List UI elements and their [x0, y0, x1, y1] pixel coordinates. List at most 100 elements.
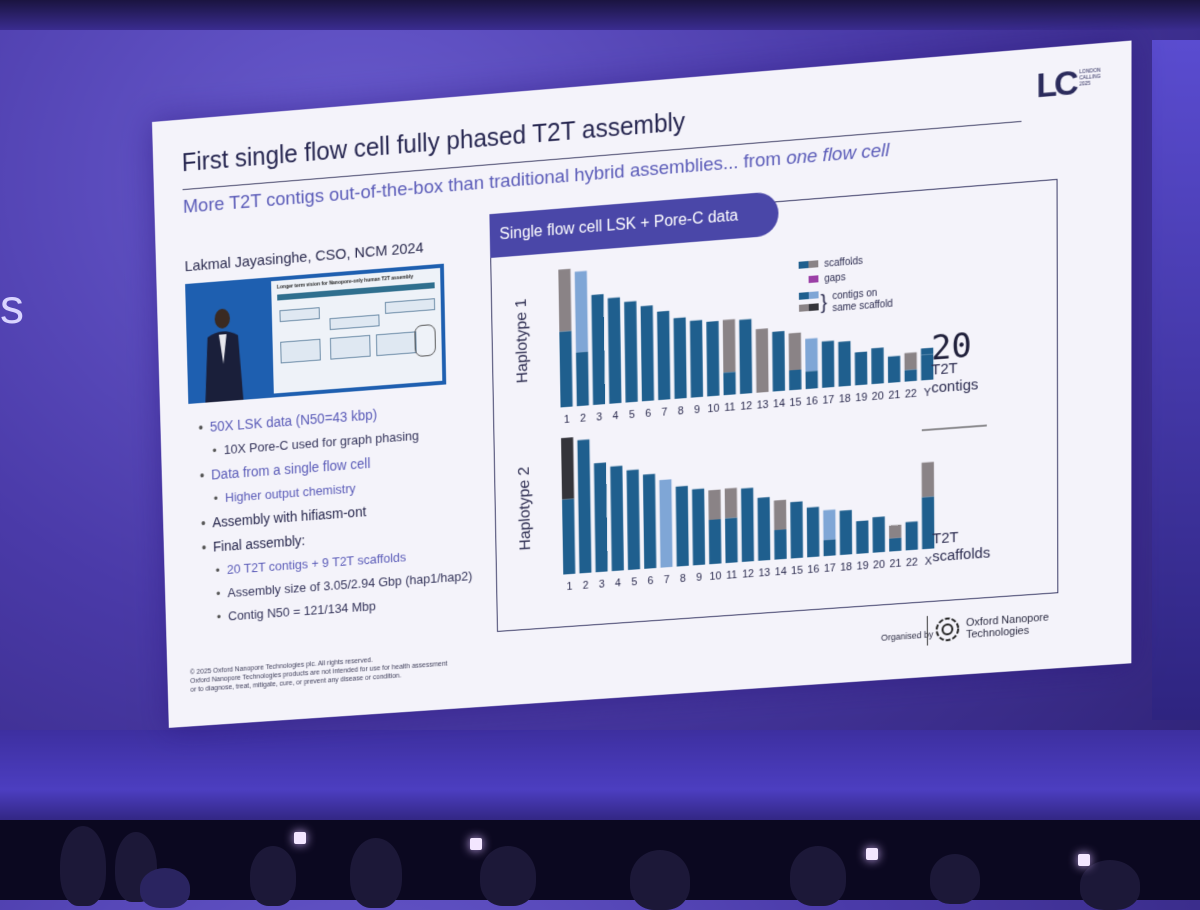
- x-tick-label: 17: [824, 562, 836, 575]
- london-calling-logo-text: LONDON CALLING 2025: [1079, 67, 1109, 88]
- legend-swatch: [809, 275, 819, 283]
- bar: [610, 466, 624, 571]
- bar: [871, 347, 884, 384]
- bar: [659, 479, 672, 567]
- bar-segment-upper: [805, 338, 818, 372]
- london-calling-logo: LC: [1036, 64, 1075, 107]
- x-tick-label: 3: [599, 578, 605, 590]
- video-slide-box: [329, 314, 379, 330]
- bar: [641, 305, 654, 401]
- bar-segment-lower: [725, 518, 738, 564]
- audience-head: [790, 846, 846, 906]
- bar-segment-upper: [723, 319, 736, 373]
- bar-segment-lower: [562, 499, 575, 575]
- audience-phone: [866, 848, 878, 860]
- x-tick-label: 17: [822, 394, 834, 407]
- bar: [905, 521, 917, 550]
- video-slide-box: [330, 335, 371, 360]
- video-slide-box: [385, 298, 435, 314]
- summary-label: T2T: [931, 360, 957, 378]
- x-tick-label: 12: [742, 568, 754, 581]
- x-tick-label: 21: [888, 389, 900, 402]
- x-tick-label: 2: [580, 412, 586, 425]
- bar: [594, 462, 608, 572]
- side-screen: [1152, 40, 1200, 720]
- bar: [873, 516, 885, 552]
- x-tick-label: 22: [905, 388, 917, 401]
- x-tick-label: 10: [709, 570, 721, 583]
- bullet-text: Final assembly:: [213, 532, 306, 554]
- bar: [692, 488, 705, 565]
- audience-head: [250, 846, 296, 906]
- bar: [739, 319, 752, 394]
- bullet-dot-icon: •: [217, 609, 229, 624]
- bar-segment-lower: [774, 529, 786, 559]
- bar-segment-upper: [922, 462, 934, 498]
- bar: [676, 486, 689, 567]
- bar-segment-lower: [559, 331, 572, 408]
- x-tick-label: 7: [661, 406, 667, 419]
- bullet-text: Assembly with hifiasm-ont: [212, 503, 366, 530]
- video-slide-content: Longer term vision for Nanopore-only hum…: [271, 268, 442, 394]
- x-tick-label: 9: [694, 404, 700, 417]
- bar: [627, 469, 640, 570]
- bar: [756, 328, 769, 392]
- bar: [758, 497, 771, 561]
- bullet-text: Higher output chemistry: [225, 481, 356, 505]
- bar: [608, 297, 622, 404]
- x-tick-label: 15: [791, 564, 803, 577]
- haplotype-label: Haplotype 1: [513, 298, 531, 384]
- x-tick-label: 5: [629, 409, 635, 422]
- x-tick-label: 5: [631, 576, 637, 588]
- presentation-slide: LC LONDON CALLING 2025 First single flow…: [152, 41, 1132, 728]
- x-tick-label: 11: [724, 401, 735, 414]
- bar: [706, 321, 719, 397]
- x-tick-label: 16: [806, 395, 818, 408]
- x-tick-label: 19: [855, 391, 867, 404]
- subtitle-emphasis: one flow cell: [786, 140, 889, 170]
- bullet-dot-icon: •: [215, 562, 227, 577]
- x-tick-label: 20: [873, 559, 885, 572]
- oxford-nanopore-name: Oxford Nanopore Technologies: [966, 612, 1049, 641]
- bar: [855, 352, 868, 386]
- stage-led-wall: [0, 730, 1200, 830]
- bar: [840, 510, 853, 555]
- bullet-dot-icon: •: [212, 442, 224, 458]
- bar: [822, 341, 835, 388]
- audience-head: [930, 854, 980, 904]
- video-slide-box: [280, 339, 321, 364]
- bar: [807, 507, 820, 558]
- x-tick-label: 12: [740, 400, 752, 413]
- bar-segment-upper: [789, 333, 802, 371]
- x-tick-label: X: [925, 555, 932, 568]
- bar-segment-upper: [708, 490, 720, 520]
- bullet-text: 20 T2T contigs + 9 T2T scaffolds: [227, 550, 406, 577]
- bar-segment-lower: [905, 369, 917, 381]
- bar-segment-upper: [823, 509, 835, 540]
- x-tick-label: 14: [773, 397, 785, 410]
- x-tick-label: 13: [757, 399, 769, 412]
- x-tick-label: 21: [889, 557, 901, 570]
- bar: [657, 311, 670, 400]
- x-tick-label: 14: [775, 566, 787, 579]
- audience-phone: [470, 838, 482, 850]
- bar: [888, 356, 900, 383]
- x-tick-label: 8: [678, 405, 684, 418]
- summary-label: contigs: [931, 377, 978, 397]
- legend-brace-icon: }: [820, 291, 827, 314]
- bar-segment-upper: [904, 352, 916, 370]
- audience-head: [1080, 860, 1140, 910]
- x-tick-label: 4: [613, 410, 619, 423]
- bar: [741, 488, 754, 562]
- footer-divider: [927, 616, 928, 646]
- bar-segment-lower: [889, 538, 901, 552]
- legend-label: scaffolds: [824, 256, 863, 270]
- bullet-text: Data from a single flow cell: [211, 455, 371, 482]
- ceiling: [0, 0, 1200, 30]
- speaker-video-still: Longer term vision for Nanopore-only hum…: [185, 264, 446, 404]
- bar-segment-lower: [789, 370, 801, 391]
- chromosome-bar-chart: Haplotype 11 2 3 4 5 6 7 8 9 10 11 12 13 14 15 16 17 18 19…: [490, 219, 1056, 630]
- legend-swatch: [799, 261, 809, 269]
- bar-segment-upper: [889, 525, 901, 539]
- bullet-dot-icon: •: [213, 490, 225, 505]
